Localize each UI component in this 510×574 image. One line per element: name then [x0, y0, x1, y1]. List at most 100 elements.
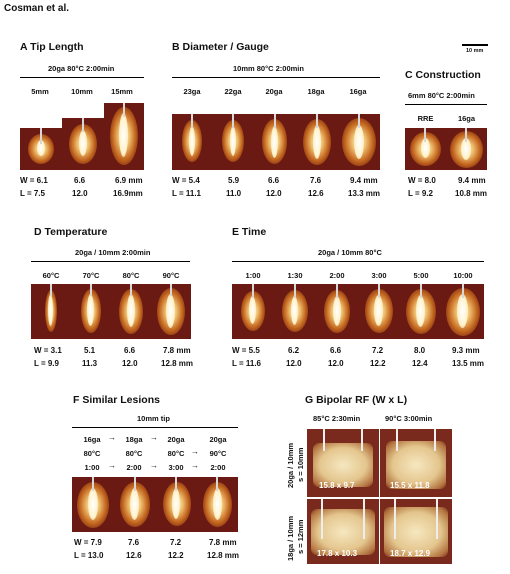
panel-e-width: 9.3 mm: [452, 346, 480, 355]
panel-d-label: 70°C: [82, 271, 100, 280]
bipolar-photo: 18.7 x 12.9: [380, 499, 452, 564]
bipolar-value: 15.5 x 11.8: [390, 481, 430, 490]
panel-d-label: 60°C: [42, 271, 60, 280]
lesion-photo: [31, 284, 71, 339]
panel-e-length: 12.4: [412, 359, 428, 368]
panel-a-condition: 20ga 80°C 2:00min: [48, 64, 115, 73]
panel-e-width: 7.2: [372, 346, 384, 355]
lesion-photo: [316, 284, 358, 339]
lesion-photo: [296, 114, 338, 170]
panel-b-length: 11.0: [226, 189, 242, 198]
panel-c-length: 10.8 mm: [455, 189, 488, 198]
panel-b-label: 18ga: [307, 87, 325, 96]
panel-f-width: 7.6: [128, 538, 140, 547]
panel-e-length: 13.5 mm: [452, 359, 485, 368]
panel-f-time: 3:00: [168, 463, 184, 472]
panel-e-length: 12.2: [370, 359, 386, 368]
panel-g-row-label: s = 10mm: [296, 447, 305, 482]
scale-bar: [462, 44, 488, 46]
lesion-photo: [442, 284, 484, 339]
panel-a-label: 15mm: [111, 87, 133, 96]
panel-d-rule: [31, 261, 190, 262]
panel-a-label: 5mm: [31, 87, 49, 96]
panel-e-label: 10:00: [453, 271, 473, 280]
panel-a-length: 12.0: [72, 189, 88, 198]
panel-g-row-label: s = 12mm: [296, 519, 305, 554]
panel-f-time: 2:00: [210, 463, 226, 472]
lesion-photo: [156, 477, 197, 532]
panel-e-width: 8.0: [414, 346, 426, 355]
panel-f-time: 2:00: [126, 463, 142, 472]
panel-b-label: 20ga: [265, 87, 283, 96]
lesion-photo: [400, 284, 442, 339]
panel-e-label: 1:30: [287, 271, 303, 280]
lesion-photo: [104, 103, 144, 170]
panel-a-length: 16.9mm: [113, 189, 143, 198]
panel-f-temp: 80°C: [125, 449, 143, 458]
lesion-photo: [254, 114, 296, 170]
panel-a-title: A Tip Length: [20, 41, 84, 53]
lesion-photo: [338, 114, 380, 170]
lesion-photo: [446, 128, 487, 170]
panel-f-length: 12.2: [168, 551, 184, 560]
panel-e-length: L = 11.6: [232, 359, 261, 368]
panel-d-length: 11.3: [82, 359, 98, 368]
panel-b-width: 9.4 mm: [350, 176, 378, 185]
panel-d-title: D Temperature: [34, 226, 108, 238]
panel-b-width: 6.6: [268, 176, 280, 185]
panel-f-length: L = 13.0: [74, 551, 104, 560]
panel-d-length: 12.8 mm: [161, 359, 194, 368]
panel-f-time: 1:00: [84, 463, 100, 472]
panel-c-condition: 6mm 80°C 2:00min: [408, 91, 475, 100]
panel-d-width: 7.8 mm: [163, 346, 191, 355]
panel-b-length: L = 11.1: [172, 189, 201, 198]
scale-bar-label: 10 mm: [466, 48, 484, 54]
panel-f-rule: [72, 427, 238, 428]
bipolar-photo: 15.8 x 9.7: [307, 429, 379, 497]
panel-d-width: 6.6: [124, 346, 136, 355]
author-label: Cosman et al.: [4, 3, 70, 14]
panel-b-length: 12.0: [266, 189, 282, 198]
lesion-photo: [111, 284, 151, 339]
panel-b-length: 12.6: [308, 189, 324, 198]
lesion-photo: [232, 284, 274, 339]
panel-c-width: 9.4 mm: [458, 176, 486, 185]
bipolar-photo: 17.8 x 10.3: [307, 499, 379, 564]
panel-b-width: 7.6: [310, 176, 322, 185]
bipolar-photo: 15.5 x 11.8: [380, 429, 452, 497]
lesion-photo: [71, 284, 111, 339]
panel-f-width: W = 7.9: [74, 538, 102, 547]
panel-e-condition: 20ga / 10mm 80°C: [318, 248, 382, 257]
panel-b-width: 5.9: [228, 176, 240, 185]
panel-c-width: W = 8.0: [408, 176, 436, 185]
panel-f-temp: 80°C: [167, 449, 185, 458]
panel-a-length: L = 7.5: [20, 189, 45, 198]
panel-b-rule: [172, 77, 380, 78]
lesion-photo: [114, 477, 156, 532]
panel-f-gauge: 20ga: [209, 435, 227, 444]
bipolar-value: 17.8 x 10.3: [317, 549, 358, 558]
panel-b-label: 22ga: [224, 87, 242, 96]
lesion-photo: [358, 284, 400, 339]
arrow-right-icon: →: [191, 447, 199, 456]
panel-f-temp: 90°C: [209, 449, 227, 458]
panel-d-condition: 20ga / 10mm 2:00min: [75, 248, 151, 257]
panel-f-length: 12.8 mm: [207, 551, 240, 560]
panel-e-width: 6.2: [288, 346, 300, 355]
lesion-photo: [62, 118, 104, 170]
lesion-photo: [172, 114, 213, 170]
panel-e-title: E Time: [232, 226, 267, 238]
panel-d-width: 5.1: [84, 346, 96, 355]
panel-d-length: L = 9.9: [34, 359, 59, 368]
panel-d-label: 90°C: [162, 271, 180, 280]
panel-e-width: W = 5.5: [232, 346, 260, 355]
panel-f-temp: 80°C: [83, 449, 101, 458]
lesion-photo: [213, 114, 254, 170]
panel-a-label: 10mm: [71, 87, 93, 96]
panel-b-length: 13.3 mm: [348, 189, 381, 198]
panel-a-width: 6.9 mm: [115, 176, 143, 185]
panel-e-label: 3:00: [371, 271, 387, 280]
panel-b-condition: 10mm 80°C 2:00min: [233, 64, 304, 73]
panel-b-width: W = 5.4: [172, 176, 200, 185]
panel-b-label: 16ga: [349, 87, 367, 96]
